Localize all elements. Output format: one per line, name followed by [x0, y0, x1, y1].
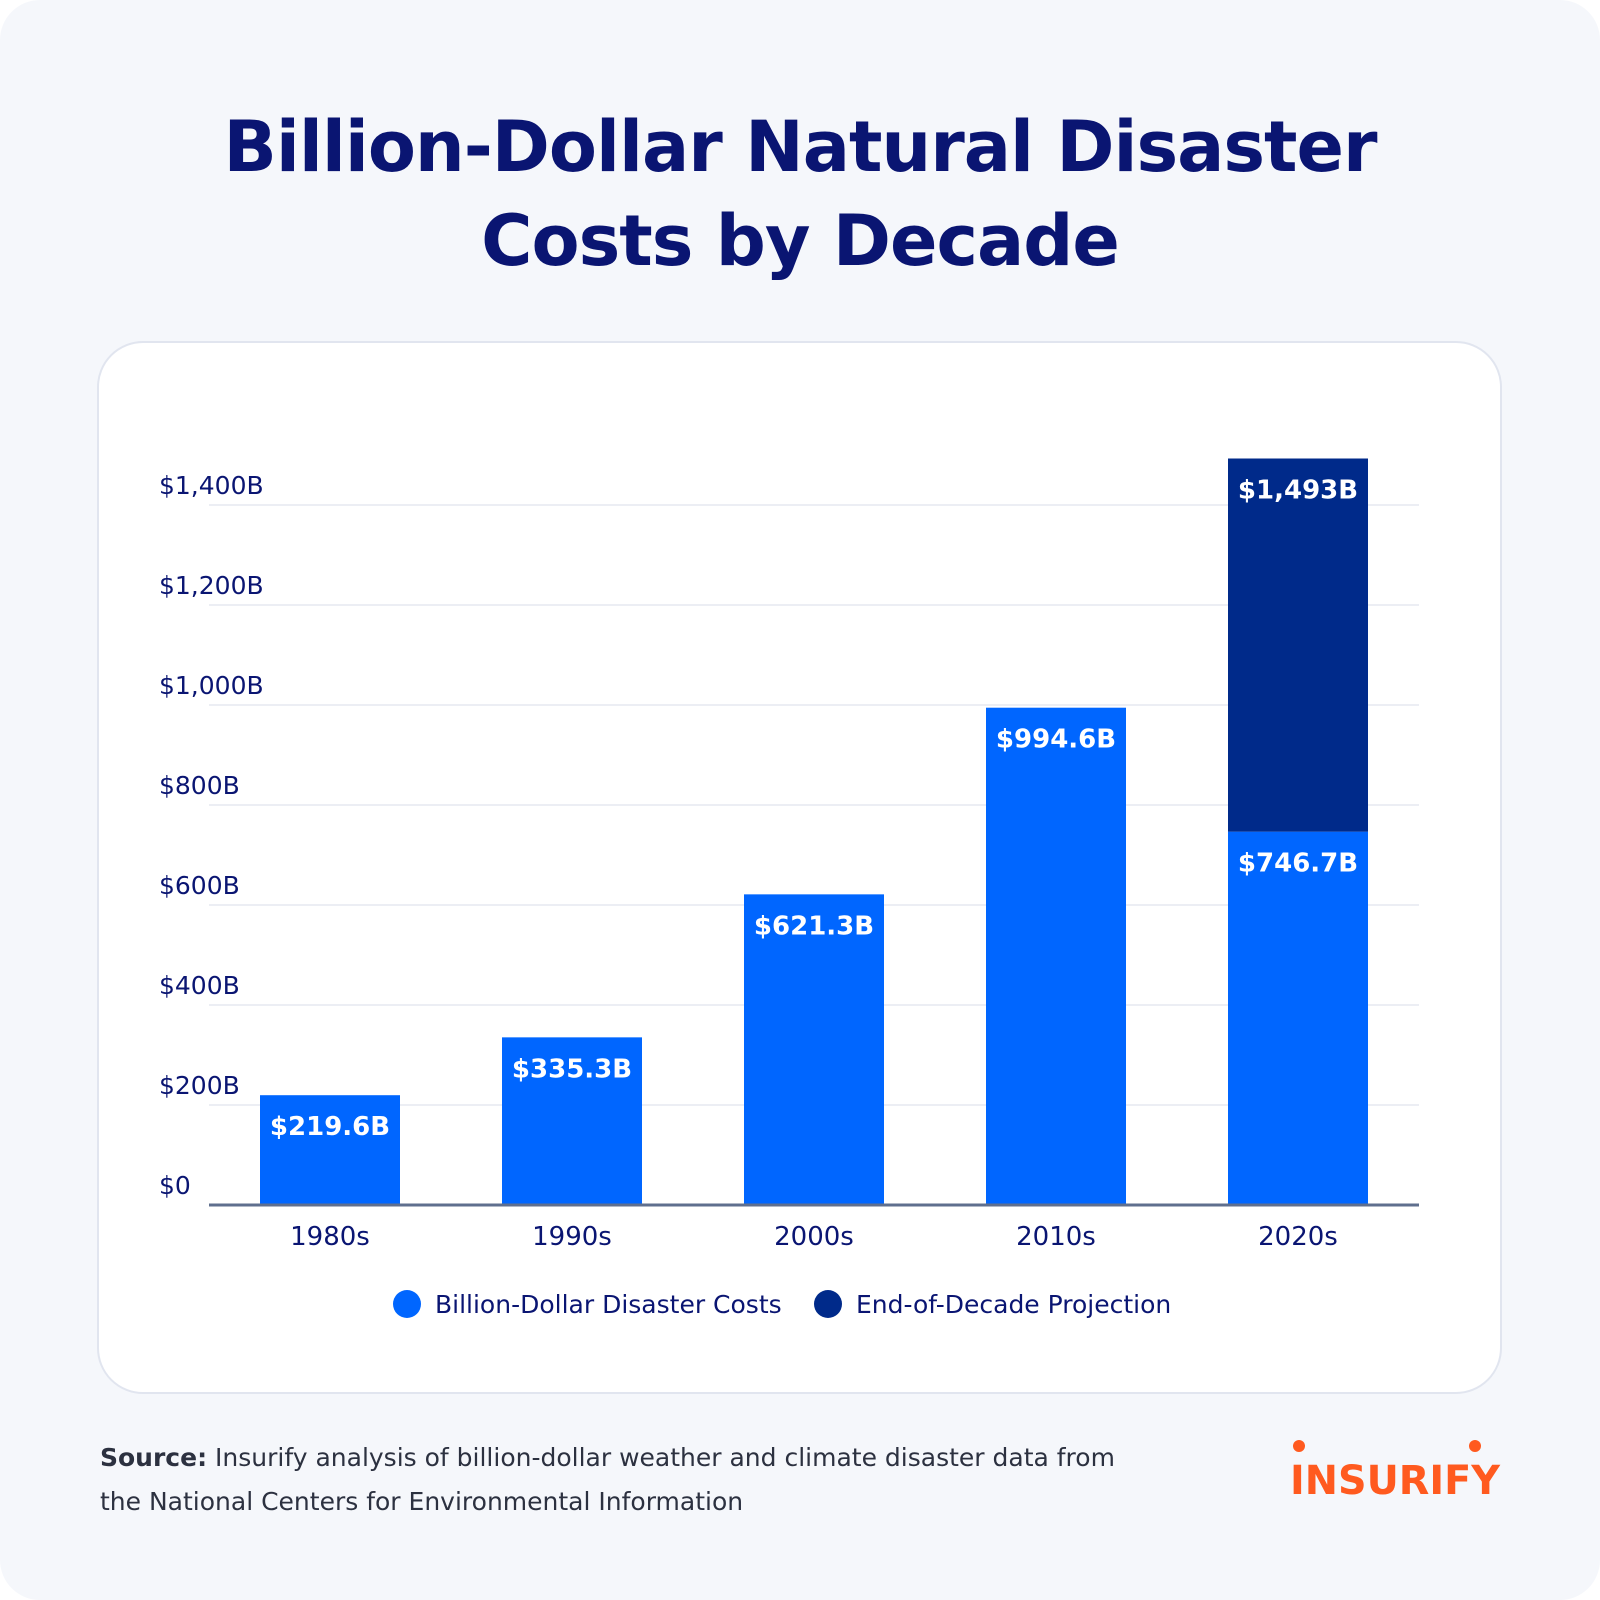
bar-value-label: $746.7B [1238, 849, 1358, 879]
y-tick-label: $0 [159, 1171, 191, 1200]
source-note: Source: Insurify analysis of billion-dol… [100, 1436, 1130, 1524]
y-tick-label: $200B [159, 1071, 240, 1100]
x-tick-label: 1980s [290, 1222, 370, 1252]
bar-value-label: $621.3B [754, 911, 874, 941]
x-tick-label: 2000s [774, 1222, 854, 1252]
x-tick-label: 2010s [1016, 1222, 1096, 1252]
bar-cost [744, 894, 884, 1205]
y-tick-label: $400B [159, 971, 240, 1000]
legend-swatch-projection [814, 1290, 842, 1318]
y-tick-label: $600B [159, 871, 240, 900]
chart-title: Billion-Dollar Natural Disaster Costs by… [0, 100, 1600, 288]
legend-label-projection: End-of-Decade Projection [856, 1290, 1171, 1319]
legend-swatch-cost [393, 1290, 421, 1318]
source-text: Insurify analysis of billion-dollar weat… [100, 1443, 1115, 1516]
bar-cost [260, 1095, 400, 1205]
bar-projection [1228, 458, 1368, 832]
bar-value-label: $335.3B [512, 1054, 632, 1084]
x-tick-label: 2020s [1258, 1222, 1338, 1252]
title-line-2: Costs by Decade [481, 200, 1120, 282]
source-label: Source: [100, 1443, 208, 1472]
bar-value-label: $994.6B [996, 725, 1116, 755]
logo-dot-left [1293, 1440, 1305, 1452]
x-tick-label: 1990s [532, 1222, 612, 1252]
insurify-logo: INSURIFY [1290, 1440, 1501, 1500]
bar-cost [502, 1037, 642, 1205]
y-tick-label: $1,000B [159, 671, 264, 700]
bar-cost [1228, 831, 1368, 1205]
bar-chart: $0 $200B $400B $600B $800B $1,000B $1,200B $1,4… [159, 458, 1419, 1319]
y-tick-label: $800B [159, 771, 240, 800]
y-tick-label: $1,400B [159, 471, 264, 500]
logo-wordmark: INSURIFY [1290, 1458, 1501, 1500]
bar-cost [986, 707, 1126, 1205]
bar-value-label: $1,493B [1238, 476, 1358, 506]
y-tick-label: $1,200B [159, 571, 264, 600]
legend-label-cost: Billion-Dollar Disaster Costs [435, 1290, 782, 1319]
title-line-1: Billion-Dollar Natural Disaster [223, 106, 1378, 188]
logo-dot-right [1469, 1440, 1481, 1452]
bar-value-label: $219.6B [270, 1112, 390, 1142]
